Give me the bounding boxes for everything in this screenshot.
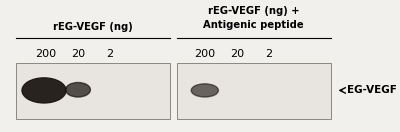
Text: 2: 2 [106,49,114,59]
Text: 200: 200 [194,49,215,59]
Text: 20: 20 [71,49,85,59]
Text: EG-VEGF (11.7 kDa): EG-VEGF (11.7 kDa) [347,85,400,95]
Text: rEG-VEGF (ng): rEG-VEGF (ng) [53,22,133,32]
Bar [177,63,331,119]
Text: rEG-VEGF (ng) +: rEG-VEGF (ng) + [208,6,299,16]
Text: 20: 20 [230,49,244,59]
Text: Antigenic peptide: Antigenic peptide [203,20,304,30]
Bar [16,63,170,119]
Ellipse shape [66,82,90,97]
Text: 2: 2 [265,49,272,59]
Ellipse shape [191,84,218,97]
Ellipse shape [22,78,66,103]
Text: 200: 200 [36,49,56,59]
